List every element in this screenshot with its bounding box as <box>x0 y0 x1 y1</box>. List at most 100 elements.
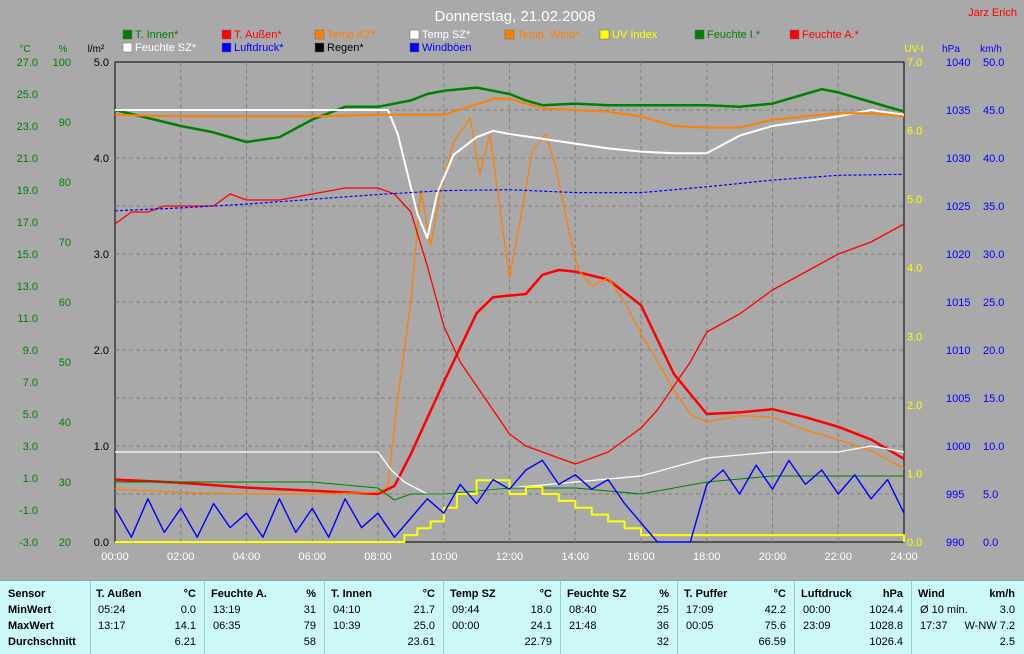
stats-header-unit: °C <box>422 588 435 600</box>
pressure-tick-label: 1020 <box>946 249 970 261</box>
legend-swatch <box>122 42 133 53</box>
legend-label: UV Index <box>612 29 658 41</box>
axis-units: °C % l/m² UV-I hPa km/h <box>19 44 1001 55</box>
temp-tick-label: 3.0 <box>23 441 38 453</box>
legend-label: Luftdruck* <box>234 42 284 54</box>
stats-header-unit: °C <box>183 588 196 600</box>
temp-tick-label: -3.0 <box>19 537 38 549</box>
temp-tick-label: 5.0 <box>23 409 38 421</box>
stats-max-time: 13:17 <box>98 620 126 632</box>
stats-min-value: 3.0 <box>999 604 1015 616</box>
rain-unit-label: l/m² <box>88 44 105 55</box>
pressure-tick-label: 1040 <box>946 57 970 69</box>
legend-swatch <box>409 42 420 53</box>
uv-tick-label: 2.0 <box>907 400 922 412</box>
wind-tick-label: 0.0 <box>983 537 998 549</box>
legend-swatch <box>599 29 610 40</box>
legend-label: Feuchte I.* <box>707 29 761 41</box>
pressure-unit-label: hPa <box>942 44 960 55</box>
uv-unit-label: UV-I <box>904 44 923 55</box>
series-line-feuchte-a <box>114 187 905 465</box>
stats-row-label: Sensor <box>8 588 46 600</box>
legend-swatch <box>789 29 800 40</box>
stats-max-time: 10:39 <box>333 620 361 632</box>
rain-tick-label: 1.0 <box>94 441 109 453</box>
stats-header-unit: km/h <box>989 588 1015 600</box>
stats-min-value: 18.0 <box>530 604 552 616</box>
chart-title: Donnerstag, 21.02.2008 <box>435 8 596 25</box>
stats-max-value: 75.6 <box>764 620 786 632</box>
temp-tick-label: 21.0 <box>17 153 38 165</box>
stats-label-column: Sensor MinWert MaxWert Durchschnitt <box>0 581 91 654</box>
stats-column: Feuchte A.% 13:19 31 06:35 79 58 <box>205 581 325 654</box>
rain-tick-label: 3.0 <box>94 249 109 261</box>
temp-unit-label: °C <box>19 44 30 55</box>
stats-table: Sensor MinWert MaxWert Durchschnitt T. Außen… <box>0 580 1024 654</box>
legend-swatch <box>694 29 705 40</box>
series-line-feuchte-i <box>115 475 904 501</box>
humidity-tick-label: 60 <box>59 297 71 309</box>
stats-header-unit: °C <box>773 588 786 600</box>
legend-swatch <box>409 29 420 40</box>
stats-min-time: 17:09 <box>686 604 714 616</box>
stats-header-unit: °C <box>539 588 552 600</box>
legend-swatch <box>504 29 515 40</box>
stats-header-unit: hPa <box>882 588 903 600</box>
wind-tick-label: 20.0 <box>983 345 1004 357</box>
legend-swatch <box>314 42 325 53</box>
stats-header-unit: % <box>306 588 316 600</box>
rain-tick-label: 2.0 <box>94 345 109 357</box>
rain-tick-label: 4.0 <box>94 153 109 165</box>
series-line-t-innen <box>114 86 905 144</box>
humidity-tick-label: 30 <box>59 477 71 489</box>
x-tick-label: 18:00 <box>693 551 721 563</box>
stats-header-name: Wind <box>918 588 945 600</box>
legend-swatch <box>221 29 232 40</box>
stats-header-name: Feuchte A. <box>211 588 267 600</box>
legend-swatch <box>314 29 325 40</box>
stats-min-time: 08:40 <box>569 604 597 616</box>
pressure-tick-label: 1005 <box>946 393 970 405</box>
stats-min-value: 31 <box>303 604 316 616</box>
stats-avg-value: 66.59 <box>758 636 786 648</box>
series-line-temp-kz <box>114 117 905 495</box>
stats-max-value: 25.0 <box>413 620 435 632</box>
x-tick-label: 22:00 <box>824 551 852 563</box>
stats-min-time: 00:00 <box>803 604 831 616</box>
author-label: Jarz Erich <box>968 7 1017 19</box>
wind-tick-label: 35.0 <box>983 201 1004 213</box>
wind-tick-label: 50.0 <box>983 57 1004 69</box>
stats-max-value: 24.1 <box>530 620 552 632</box>
x-tick-label: 02:00 <box>167 551 195 563</box>
legend-label: Feuchte SZ* <box>135 42 197 54</box>
stats-min-time: 09:44 <box>452 604 480 616</box>
stats-avg-value: 6.21 <box>174 636 196 648</box>
stats-column: T. Außen °C 05:24 0.0 13:17 14.1 6.21 <box>90 581 205 654</box>
stats-max-time: 23:09 <box>803 620 831 632</box>
temp-tick-label: 27.0 <box>17 57 38 69</box>
x-tick-label: 16:00 <box>627 551 655 563</box>
humidity-unit-label: % <box>59 44 68 55</box>
pressure-tick-label: 990 <box>946 537 964 549</box>
stats-max-value: 36 <box>656 620 669 632</box>
stats-header-unit: % <box>659 588 669 600</box>
wind-tick-label: 30.0 <box>983 249 1004 261</box>
legend-label: Regen* <box>327 42 364 54</box>
humidity-tick-label: 90 <box>59 117 71 129</box>
temp-tick-label: 15.0 <box>17 249 38 261</box>
legend-swatch <box>221 42 232 53</box>
stats-row-label: MaxWert <box>8 620 54 632</box>
stats-column: Feuchte SZ% 08:40 25 21:48 36 32 <box>561 581 678 654</box>
series-line-luftdruck <box>114 173 905 212</box>
x-tick-label: 14:00 <box>561 551 589 563</box>
series-line-t-au-en <box>114 268 905 496</box>
weather-chart: Donnerstag, 21.02.2008 Jarz Erich T. Inn… <box>17 7 1017 563</box>
stats-max-time: 00:05 <box>686 620 714 632</box>
temp-tick-label: 19.0 <box>17 185 38 197</box>
humidity-tick-label: 20 <box>59 537 71 549</box>
x-tick-label: 00:00 <box>101 551 129 563</box>
series-line-uv-index <box>115 479 905 543</box>
x-tick-label: 20:00 <box>759 551 787 563</box>
legend-label: Feuchte A.* <box>802 29 860 41</box>
stats-min-value: 21.7 <box>413 604 435 616</box>
